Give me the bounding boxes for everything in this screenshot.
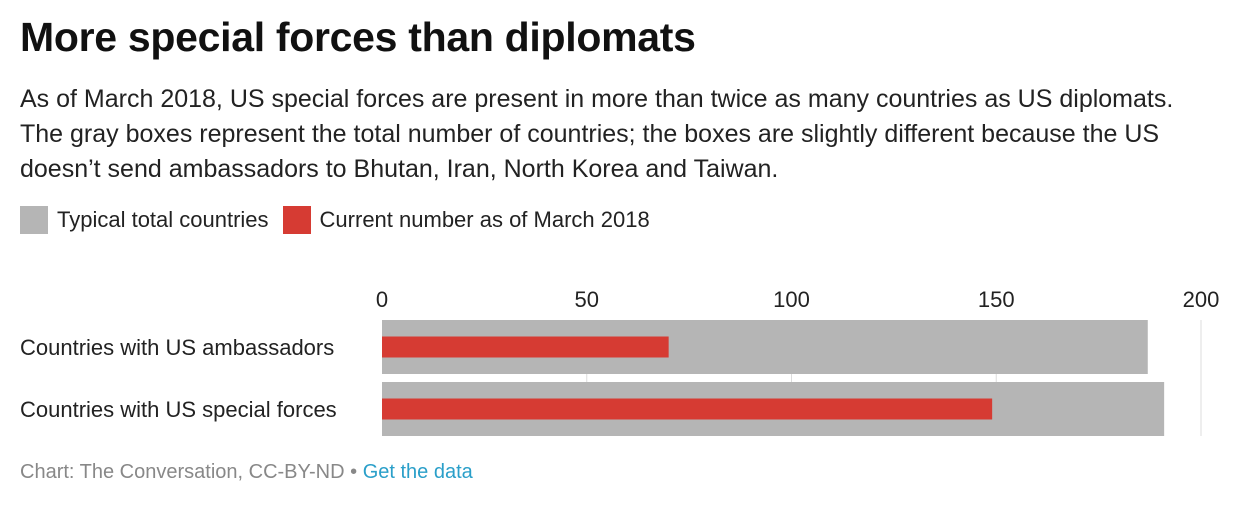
chart-title: More special forces than diplomats bbox=[20, 14, 696, 60]
legend-item-current: Current number as of March 2018 bbox=[282, 206, 650, 234]
chart-subtitle: As of March 2018, US special forces are … bbox=[20, 85, 1174, 183]
x-tick-label-50: 50 bbox=[575, 287, 599, 312]
x-tick-label-200: 200 bbox=[1183, 287, 1220, 312]
x-tick-label-100: 100 bbox=[773, 287, 810, 312]
legend-item-total: Typical total countries bbox=[20, 206, 269, 234]
footer-separator: • bbox=[344, 461, 363, 483]
bar-current-0 bbox=[382, 336, 669, 358]
x-tick-label-150: 150 bbox=[978, 287, 1015, 312]
chart-footer: Chart: The Conversation, CC-BY-ND • Get … bbox=[20, 461, 473, 484]
get-data-link[interactable]: Get the data bbox=[362, 461, 473, 483]
legend: Typical total countries Current number a… bbox=[20, 204, 664, 236]
legend-swatch-gray bbox=[20, 206, 48, 234]
x-tick-label-0: 0 bbox=[376, 287, 388, 312]
category-label-0: Countries with US ambassadors bbox=[20, 335, 334, 360]
legend-swatch-red bbox=[282, 206, 311, 234]
legend-label-current: Current number as of March 2018 bbox=[319, 207, 650, 232]
legend-label-total: Typical total countries bbox=[57, 207, 269, 232]
source-credit: Chart: The Conversation, CC-BY-ND bbox=[20, 461, 345, 483]
category-label-1: Countries with US special forces bbox=[20, 397, 337, 422]
bar-current-1 bbox=[382, 398, 993, 420]
